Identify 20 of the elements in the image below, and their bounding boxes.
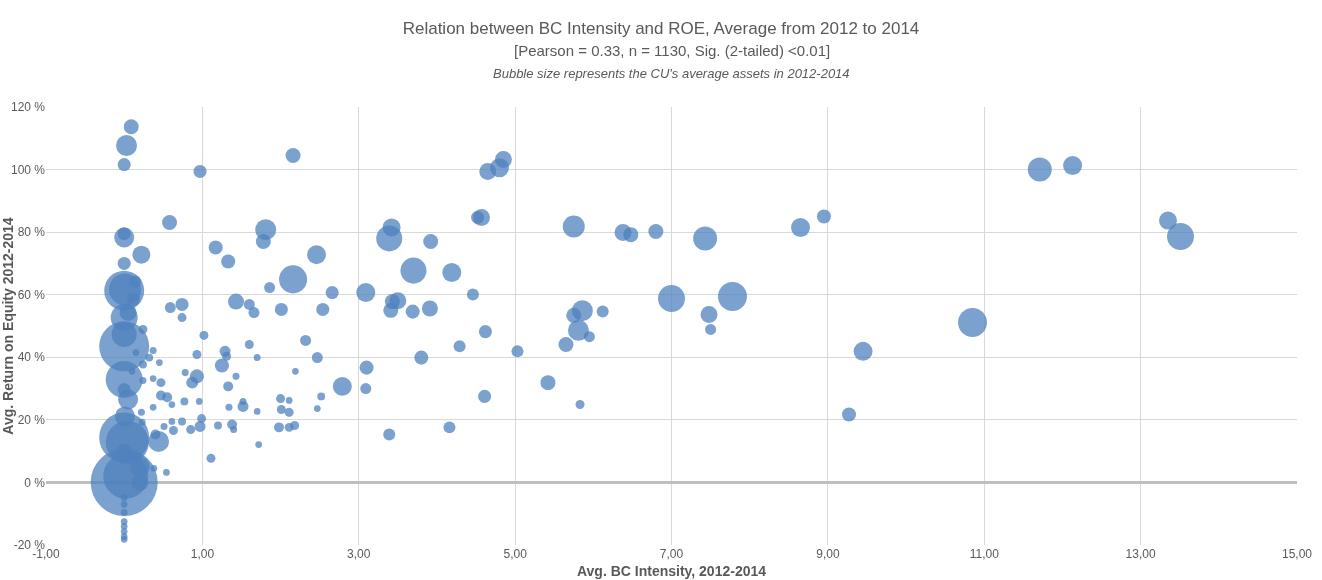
x-tick-label: 5,00 bbox=[503, 547, 528, 561]
text: Bubble size represents the CU's average assets in 2012-2014 bbox=[493, 66, 850, 81]
x-tick-label: 11,00 bbox=[969, 547, 1000, 561]
y-tick-label: 80 % bbox=[17, 225, 46, 240]
y-tick-label: 60 % bbox=[17, 287, 46, 302]
chart-title: Relation between BC Intensity and ROE, Average from 2012 to 2014 bbox=[402, 18, 920, 38]
y-tick-label: 20 % bbox=[17, 413, 46, 428]
y-tick-label: 120 % bbox=[10, 100, 46, 115]
x-tick-label: 3,00 bbox=[347, 547, 371, 561]
y-tick-label: 0 % bbox=[24, 475, 46, 490]
x-tick-label: 9,00 bbox=[816, 547, 840, 561]
x-tick-label: 7,00 bbox=[659, 547, 684, 561]
y-tick-label: 100 % bbox=[10, 162, 46, 177]
x-tick-label: 15,00 bbox=[1281, 547, 1313, 561]
y-tick-label: 40 % bbox=[17, 350, 46, 365]
chart-subtitle: [Pearson = 0.33, n = 1130, Sig. (2-tailed) <0.01] bbox=[514, 42, 831, 59]
x-axis-title: Avg. BC Intensity, 2012-2014 bbox=[576, 563, 767, 580]
x-tick-label: 1,00 bbox=[190, 547, 215, 561]
y-axis-title: Avg. Return on Equity 2012-2014 bbox=[0, 217, 16, 435]
x-tick-label: 13,00 bbox=[1125, 547, 1156, 561]
